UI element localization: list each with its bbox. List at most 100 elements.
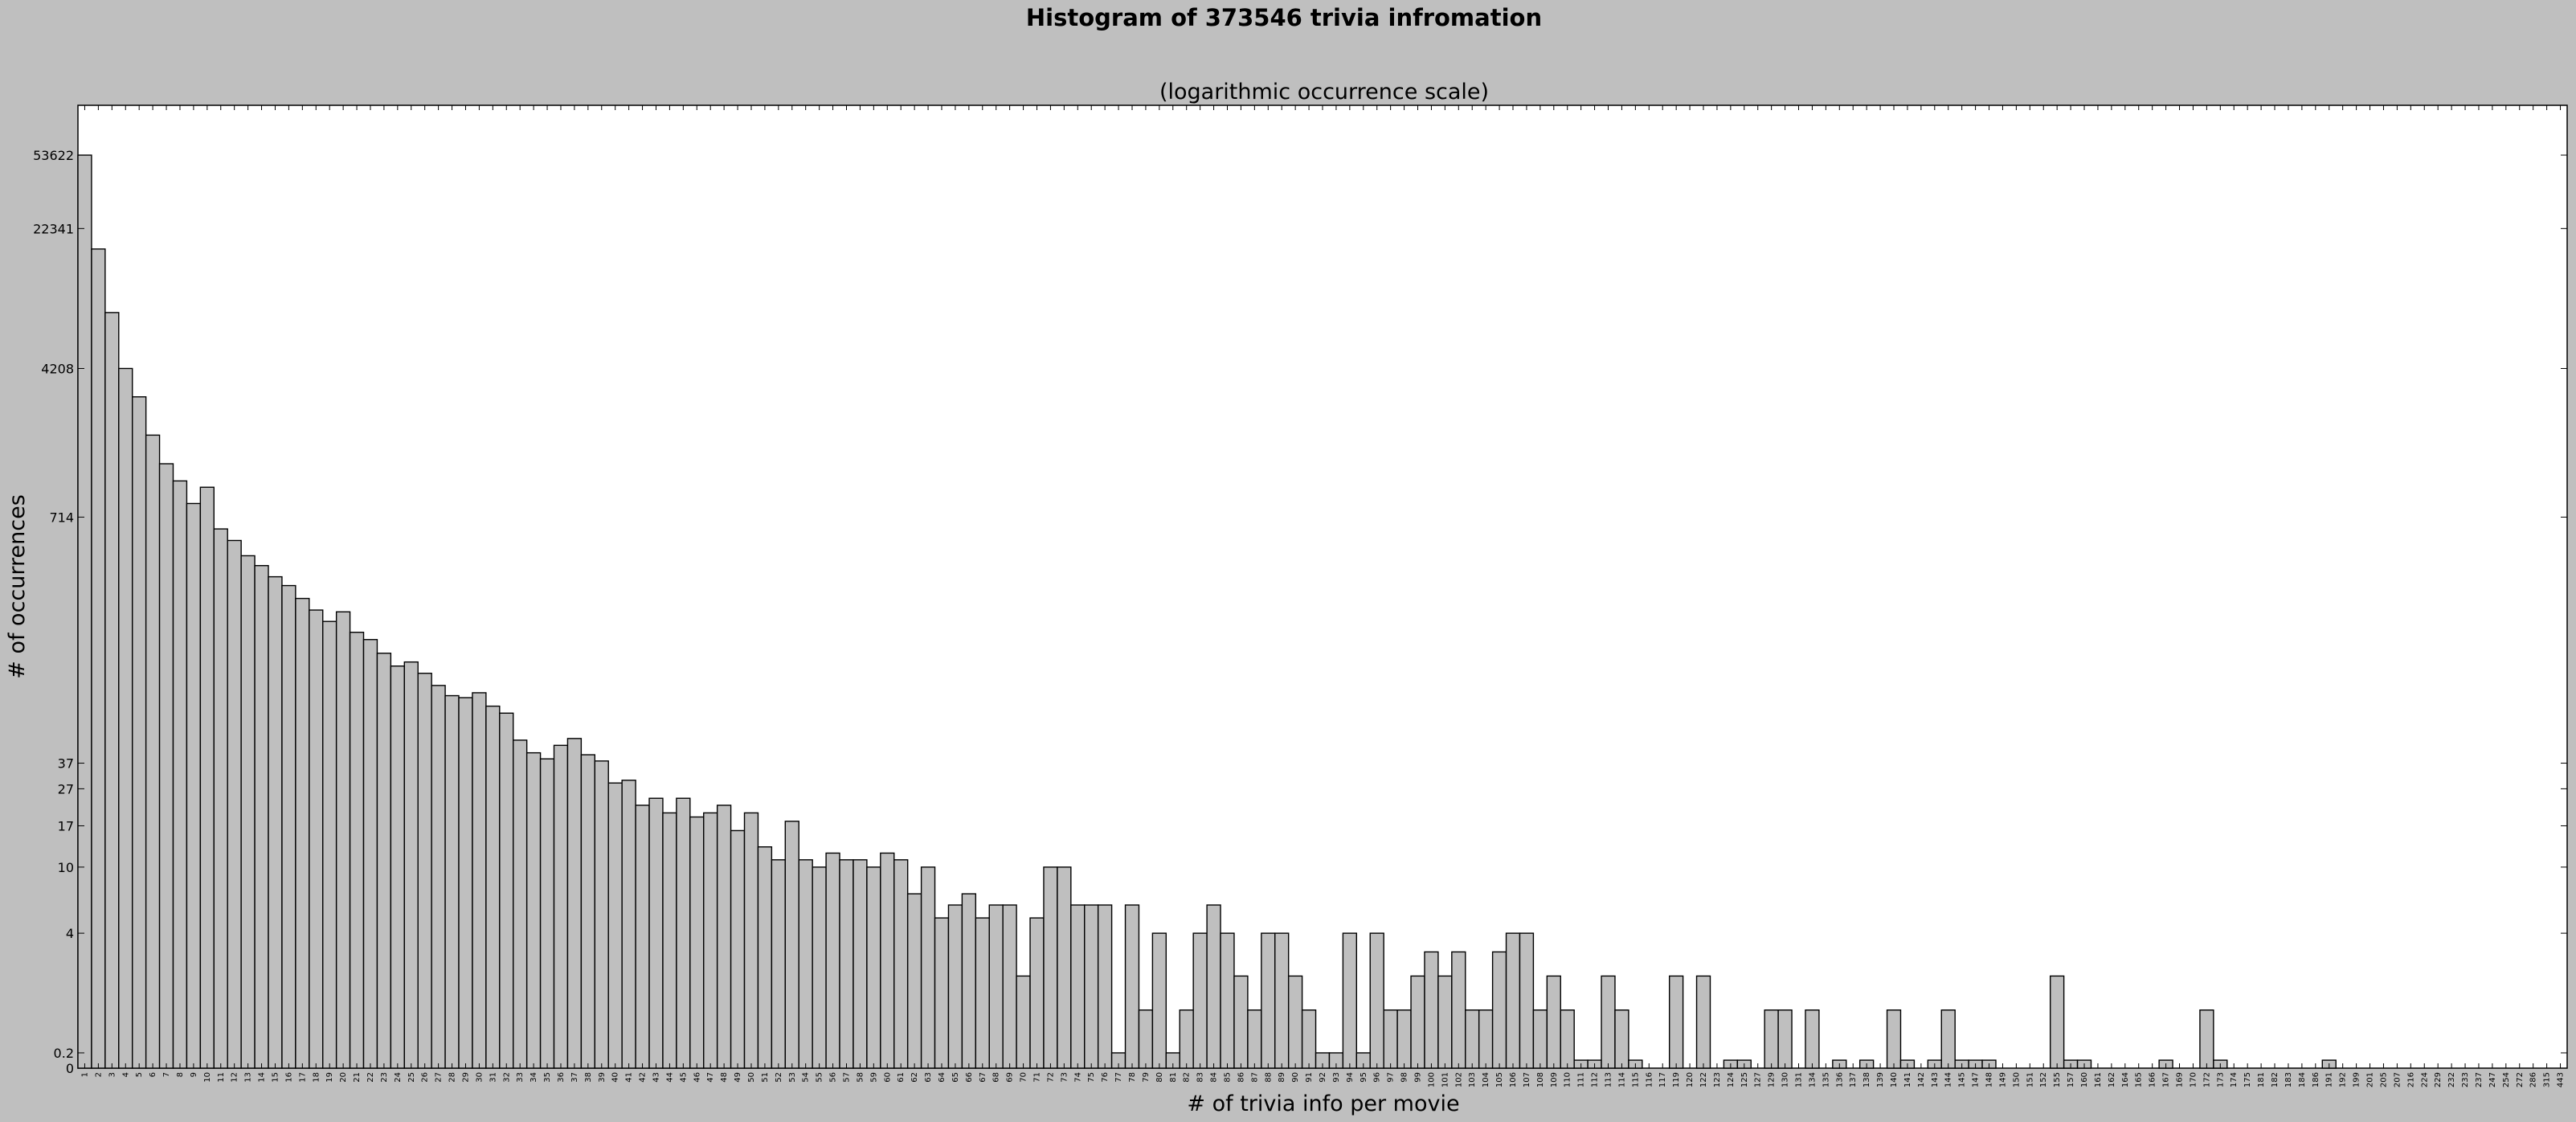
x-tick-label: 71 [1032,1072,1041,1083]
x-tick-label: 41 [625,1072,634,1083]
x-tick-label: 199 [2353,1072,2361,1087]
x-tick-label: 172 [2202,1072,2211,1087]
x-tick-label: 123 [1713,1072,1722,1087]
x-tick-label: 28 [448,1072,457,1083]
x-tick-label: 109 [1550,1072,1559,1087]
x-tick-label: 141 [1903,1072,1912,1087]
x-tick-label: 72 [1046,1072,1055,1083]
bar [525,751,542,1069]
x-tick-label: 16 [284,1072,293,1083]
x-tick-label: 45 [679,1072,688,1083]
bar [472,692,487,1069]
x-tick-label: 8 [176,1072,185,1077]
bar [853,859,868,1069]
y-tick-label: 714 [49,510,74,525]
x-tick-label: 152 [2039,1072,2048,1087]
x-tick-label: 79 [1142,1072,1151,1083]
y-tick-label: 37 [58,756,74,772]
bar [988,904,1004,1069]
x-tick-label: 201 [2366,1072,2375,1087]
bar [390,665,405,1069]
x-tick-label: 122 [1699,1072,1708,1087]
x-tick-label: 88 [1264,1072,1273,1083]
bar [1396,1009,1412,1069]
x-tick-label: 76 [1101,1072,1110,1083]
bar [621,780,636,1069]
bar [268,575,283,1069]
x-tick-label: 443 [2557,1072,2566,1087]
x-tick-label: 77 [1114,1072,1123,1083]
x-tick-label: 2 [94,1072,103,1077]
x-tick-label: 286 [2529,1072,2538,1087]
x-tick-label: 37 [570,1072,579,1083]
bar [839,859,854,1069]
y-tick-label: 53622 [33,148,74,163]
x-tick-label: 91 [1305,1072,1314,1083]
x-tick-label: 83 [1196,1072,1205,1083]
x-tick-label: 80 [1155,1072,1164,1083]
bar [1247,1009,1262,1069]
x-tick-label: 43 [652,1072,660,1083]
x-tick-label: 120 [1686,1072,1695,1087]
x-tick-label: 96 [1373,1072,1382,1083]
bar [91,248,106,1069]
x-tick-label: 32 [502,1072,511,1083]
bar [1560,1009,1575,1069]
x-tick-label: 191 [2325,1072,2334,1087]
x-tick-label: 108 [1536,1072,1545,1087]
bar [118,367,133,1069]
x-tick-label: 186 [2312,1072,2320,1087]
bar [1029,917,1045,1069]
bar [1519,932,1535,1069]
x-tick-label: 64 [938,1072,947,1083]
bar [77,154,92,1069]
bars-group [77,154,2337,1069]
bar [1016,975,1031,1069]
bar [553,744,569,1069]
bar [594,760,609,1069]
x-tick-label: 315 [2543,1072,2552,1087]
bar [730,829,746,1069]
x-tick-label: 36 [557,1072,566,1083]
bar [295,597,310,1069]
x-tick-label: 44 [665,1072,674,1083]
x-tick-label: 85 [1224,1072,1233,1083]
x-tick-label: 148 [1985,1072,1994,1087]
bar [947,904,963,1069]
x-tick-label: 247 [2488,1072,2497,1087]
x-tick-label: 73 [1060,1072,1069,1083]
bar [1192,932,1208,1069]
bar [771,859,787,1069]
bar [1261,932,1276,1069]
x-tick-label: 232 [2447,1072,2456,1087]
x-tick-label: 29 [461,1072,470,1083]
bar [2199,1009,2214,1069]
bar [309,609,324,1069]
x-tick-label: 56 [829,1072,838,1083]
y-tick-label: 4 [66,926,74,941]
x-tick-label: 38 [584,1072,593,1083]
x-tick-label: 39 [598,1072,607,1083]
x-tick-label: 216 [2406,1072,2415,1087]
x-tick-label: 161 [2094,1072,2103,1087]
chart-title: Histogram of 373546 trivia infromation [1026,4,1542,31]
x-tick-label: 12 [231,1072,239,1083]
x-tick-label: 11 [217,1072,226,1083]
x-tick-label: 20 [339,1072,348,1083]
x-tick-label: 160 [2080,1072,2089,1087]
x-tick-label: 18 [312,1072,321,1083]
x-tick-label: 272 [2516,1072,2525,1087]
x-tick-label: 111 [1577,1072,1586,1087]
bar [1478,1009,1494,1069]
x-tick-label: 101 [1441,1072,1450,1087]
x-tick-label: 100 [1427,1072,1436,1087]
x-tick-label: 68 [992,1072,1001,1083]
bar [281,584,296,1069]
x-tick-label: 21 [353,1072,362,1083]
x-tick-label: 34 [530,1072,538,1083]
x-tick-label: 224 [2420,1072,2429,1087]
bar [1151,932,1167,1069]
bar [145,434,161,1069]
bar [322,620,337,1069]
x-tick-label: 137 [1849,1072,1858,1087]
